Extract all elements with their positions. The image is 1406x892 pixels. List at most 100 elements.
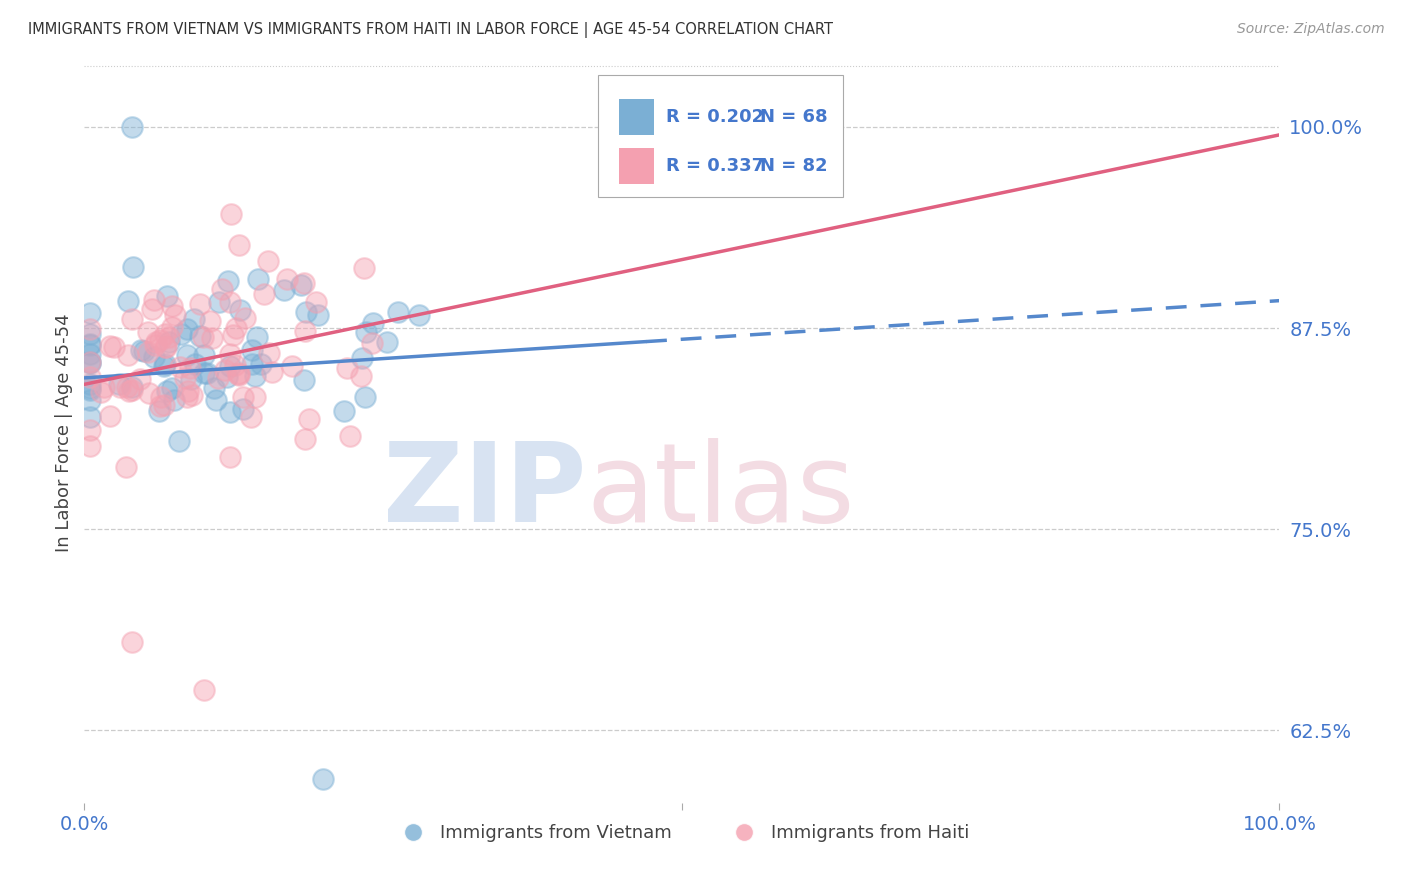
Point	[304, 295, 326, 310]
Point	[294, 324, 316, 338]
Point	[360, 335, 382, 350]
Point	[79, 369, 101, 384]
Point	[79, 393, 101, 408]
Point	[156, 384, 179, 398]
Point	[232, 390, 254, 404]
Point	[207, 294, 229, 309]
Text: IMMIGRANTS FROM VIETNAM VS IMMIGRANTS FROM HAITI IN LABOR FORCE | AGE 45-54 CORR: IMMIGRANTS FROM VIETNAM VS IMMIGRANTS FR…	[28, 22, 834, 38]
Legend: Immigrants from Vietnam, Immigrants from Haiti: Immigrants from Vietnam, Immigrants from…	[388, 817, 976, 849]
Point	[143, 293, 166, 307]
Point	[156, 289, 179, 303]
Point	[312, 772, 335, 786]
Point	[79, 326, 101, 341]
Point	[117, 294, 139, 309]
Point	[191, 329, 214, 343]
Text: R = 0.337: R = 0.337	[666, 157, 765, 175]
Text: N = 82: N = 82	[759, 157, 827, 175]
Point	[354, 391, 377, 405]
Point	[276, 272, 298, 286]
Point	[107, 377, 129, 392]
Point	[153, 398, 176, 412]
Point	[211, 282, 233, 296]
Point	[79, 410, 101, 425]
Point	[273, 283, 295, 297]
Point	[79, 439, 101, 453]
Text: ZIP: ZIP	[382, 438, 586, 545]
Point	[176, 348, 198, 362]
Point	[142, 350, 165, 364]
Point	[149, 390, 172, 404]
Point	[169, 360, 191, 375]
Point	[247, 272, 270, 286]
Point	[79, 306, 101, 320]
Point	[188, 329, 211, 343]
Point	[167, 434, 190, 448]
Point	[145, 335, 167, 350]
Point	[79, 336, 101, 351]
Point	[294, 276, 316, 290]
Y-axis label: In Labor Force | Age 45-54: In Labor Force | Age 45-54	[55, 313, 73, 552]
Text: N = 68: N = 68	[759, 108, 827, 127]
Point	[215, 370, 238, 384]
Point	[79, 338, 101, 352]
Point	[153, 359, 176, 374]
Point	[121, 383, 143, 397]
Point	[149, 333, 172, 347]
Point	[353, 261, 375, 276]
Point	[117, 384, 139, 398]
Point	[184, 358, 207, 372]
Point	[180, 388, 202, 402]
Point	[98, 409, 121, 423]
Point	[79, 347, 101, 361]
Point	[218, 450, 240, 465]
Point	[250, 357, 273, 371]
Point	[195, 366, 218, 380]
Text: R = 0.202: R = 0.202	[666, 108, 765, 127]
Point	[226, 368, 249, 382]
Point	[79, 423, 101, 437]
Point	[240, 343, 263, 357]
Point	[257, 254, 280, 268]
Point	[339, 429, 361, 443]
Point	[228, 238, 250, 252]
Point	[387, 305, 409, 319]
Point	[121, 635, 143, 649]
Text: atlas: atlas	[586, 438, 855, 545]
Point	[202, 381, 225, 395]
Point	[117, 348, 139, 362]
Point	[132, 344, 155, 359]
Point	[217, 274, 239, 288]
Point	[136, 344, 159, 359]
Point	[219, 206, 242, 220]
Point	[190, 296, 212, 310]
Point	[157, 330, 180, 344]
Point	[243, 391, 266, 405]
Point	[174, 371, 197, 385]
Point	[163, 308, 186, 322]
Point	[332, 403, 354, 417]
Point	[207, 371, 229, 385]
Point	[218, 405, 240, 419]
Point	[98, 339, 121, 353]
Point	[176, 322, 198, 336]
Point	[138, 385, 160, 400]
Point	[201, 331, 224, 345]
Point	[235, 311, 257, 326]
Point	[162, 381, 184, 395]
Point	[349, 369, 371, 384]
Point	[176, 390, 198, 404]
Point	[257, 346, 280, 360]
Point	[169, 326, 191, 341]
Point	[155, 340, 177, 354]
Text: Source: ZipAtlas.com: Source: ZipAtlas.com	[1237, 22, 1385, 37]
Point	[90, 384, 112, 399]
Point	[79, 384, 101, 398]
Point	[336, 360, 359, 375]
Point	[183, 311, 205, 326]
Point	[228, 368, 250, 382]
Point	[228, 366, 250, 380]
Point	[225, 320, 247, 334]
Point	[218, 294, 240, 309]
Point	[298, 412, 321, 426]
Point	[179, 360, 201, 375]
